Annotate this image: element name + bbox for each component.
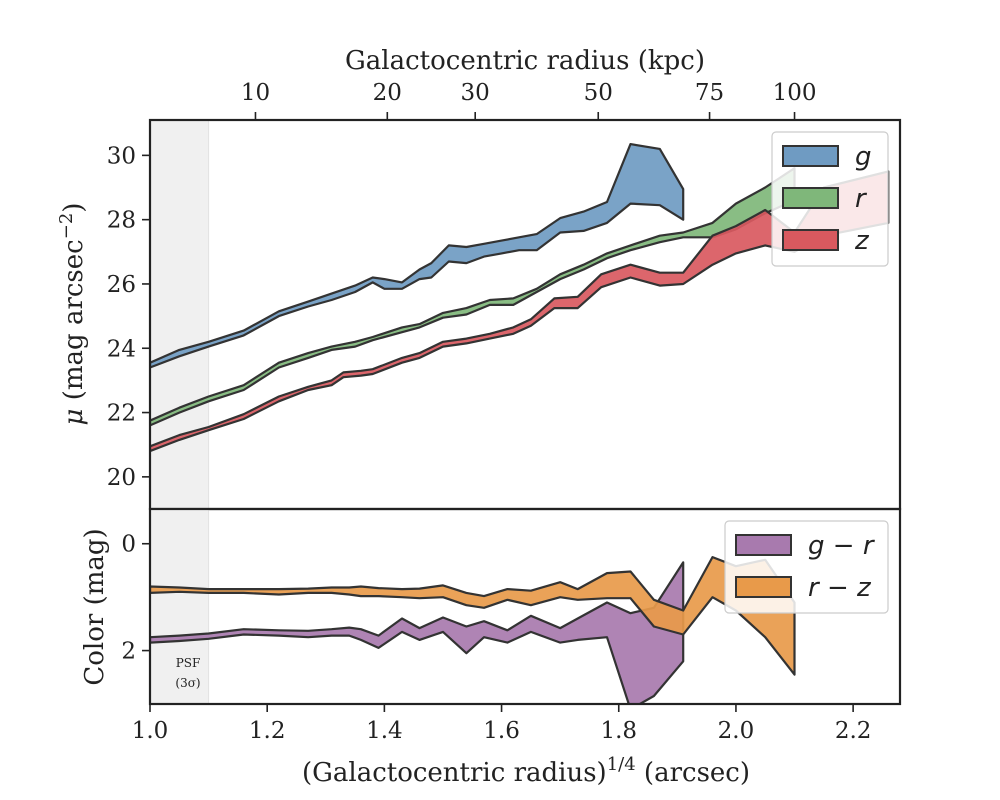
legend-label: g − r (808, 531, 876, 561)
legend-swatch (782, 145, 839, 167)
legend-label: r − z (808, 573, 872, 603)
band-rz (150, 556, 796, 676)
legend-swatch (782, 229, 839, 251)
y-tick-label: 24 (107, 336, 136, 362)
x-tick-label: 1.8 (600, 718, 637, 744)
magnitude-legend: grz (771, 131, 889, 267)
color-legend: g − r r − z (724, 520, 889, 614)
top-tick-label: 10 (241, 80, 270, 106)
x-tick-label: 1.2 (249, 718, 286, 744)
psf-shaded-region (149, 508, 210, 705)
color-panel-frame (148, 507, 902, 706)
top-tick-label: 100 (773, 80, 817, 106)
y-axis-title-bottom: Color (mag) (80, 528, 110, 685)
legend-swatch (782, 187, 839, 209)
y-tick-label: 26 (107, 272, 136, 298)
psf-label-line1: PSF (176, 656, 201, 670)
bottom-panel: 0 2 1.0 1.2 1.4 1.6 1.8 2.0 2.2 g − r r − z (121, 507, 902, 744)
top-tick-label: 20 (373, 80, 402, 106)
top-tick-label: 75 (695, 80, 724, 106)
y-tick-label: 28 (107, 208, 136, 234)
psf-label-line2: (3σ) (175, 676, 200, 690)
top-axis-title: Galactocentric radius (kpc) (345, 46, 705, 76)
psf-shaded-region (149, 119, 210, 510)
y-tick-label: 20 (107, 465, 136, 491)
x-tick-label: 1.0 (132, 718, 169, 744)
band-r (150, 167, 796, 427)
band-gr (150, 561, 685, 704)
y-tick-label: 0 (121, 532, 136, 558)
legend-label: g (855, 142, 872, 172)
legend-swatch (735, 534, 792, 556)
legend-swatch (735, 576, 792, 598)
top-tick-label: 30 (461, 80, 490, 106)
x-tick-label: 2.2 (835, 718, 872, 744)
y-tick-label: 2 (121, 639, 136, 665)
y-tick-label: 30 (107, 143, 136, 169)
y-tick-label: 22 (107, 401, 136, 427)
top-tick-label: 50 (584, 80, 613, 106)
y-axis-title-top: μ (mag arcsec−2) (56, 203, 89, 426)
x-tick-label: 1.6 (483, 718, 520, 744)
x-tick-label: 1.4 (366, 718, 403, 744)
band-g (150, 143, 685, 369)
x-axis-title: (Galactocentric radius)1/4 (arcsec) (302, 754, 750, 788)
x-tick-label: 2.0 (718, 718, 755, 744)
legend-label: r (855, 184, 868, 214)
top-panel: 20 22 24 26 28 30 10 20 30 50 75 100 grz (107, 80, 902, 511)
legend-label: z (854, 226, 870, 256)
